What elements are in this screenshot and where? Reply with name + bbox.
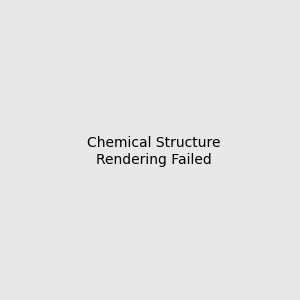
Text: Chemical Structure
Rendering Failed: Chemical Structure Rendering Failed xyxy=(87,136,220,166)
